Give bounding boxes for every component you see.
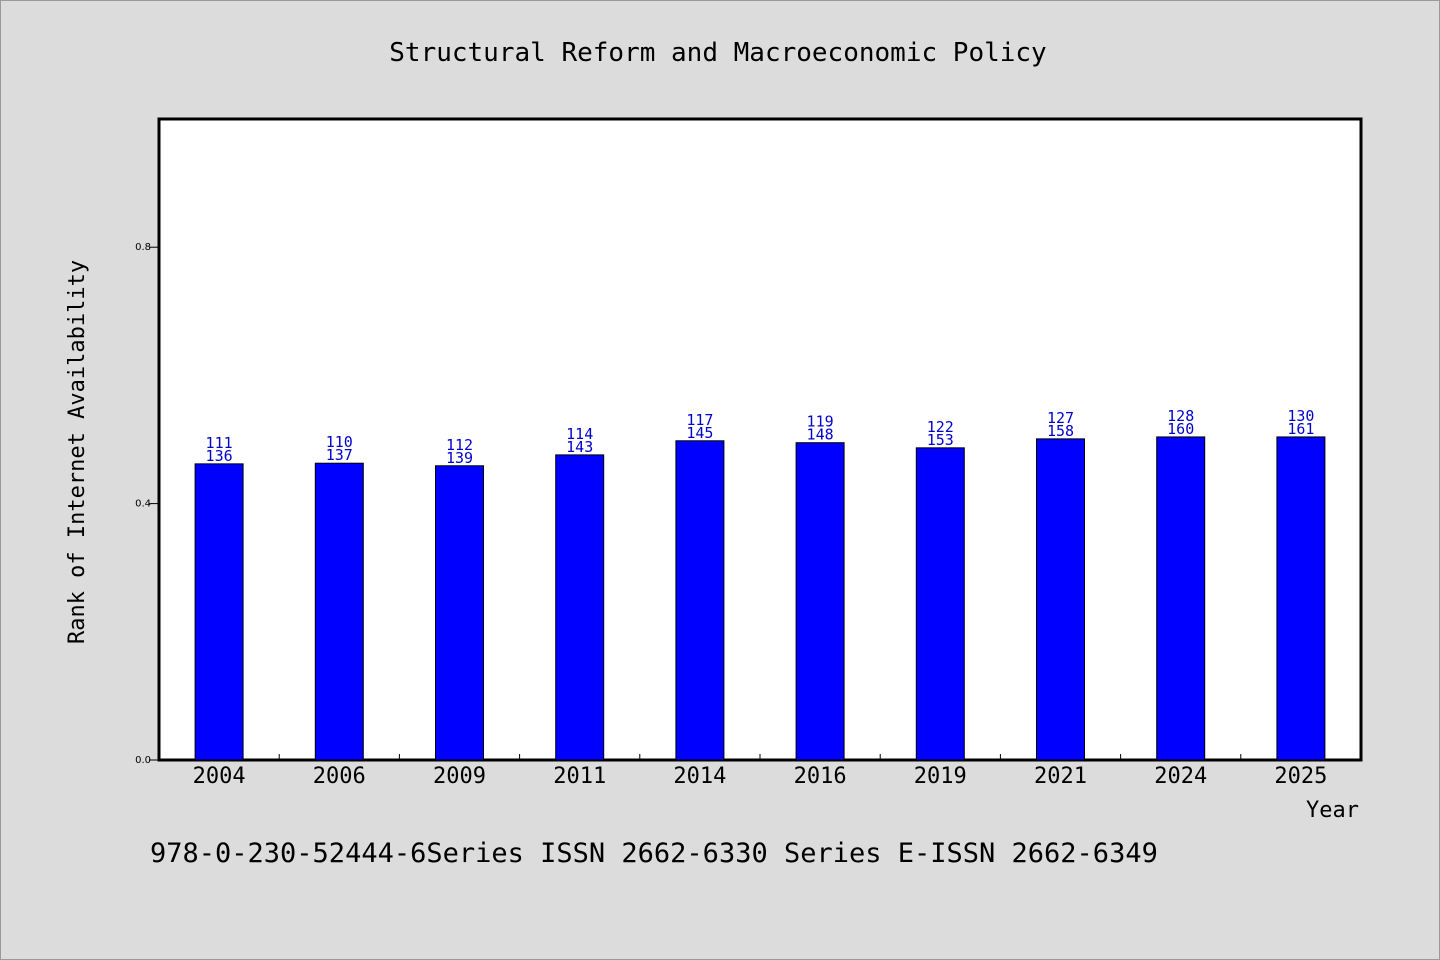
data-label-top-2019: 122 xyxy=(927,418,954,436)
chart-title: Structural Reform and Macroeconomic Poli… xyxy=(389,38,1046,68)
y-tick-label: 0.4 xyxy=(135,499,151,510)
data-label-top-2025: 130 xyxy=(1287,407,1314,425)
data-label-bottom-2004: 136 xyxy=(206,447,233,465)
x-tick-label-2019: 2019 xyxy=(914,764,967,789)
bar-2009 xyxy=(435,465,484,761)
y-axis-label: Rank of Internet Availability xyxy=(65,260,90,644)
x-tick-label-2011: 2011 xyxy=(553,764,606,789)
data-label-bottom-2016: 148 xyxy=(807,426,834,444)
y-tick-label: 0.0 xyxy=(135,755,151,766)
x-tick-label-2014: 2014 xyxy=(673,764,726,789)
data-label-bottom-2024: 160 xyxy=(1167,420,1194,438)
x-axis-label: Year xyxy=(1306,798,1359,823)
x-tick-label-2006: 2006 xyxy=(313,764,366,789)
x-tick-label-2004: 2004 xyxy=(193,764,246,789)
footer-isbn-issn: 978-0-230-52444-6Series ISSN 2662-6330 S… xyxy=(150,838,1158,869)
bar-2004 xyxy=(194,463,244,761)
data-label-top-2004: 111 xyxy=(206,434,233,452)
bar-2019 xyxy=(915,447,965,761)
bar-2014 xyxy=(675,440,725,761)
y-tick-label: 0.8 xyxy=(135,242,151,253)
bar-2011 xyxy=(555,454,605,761)
bar-2021 xyxy=(1036,438,1085,761)
data-label-top-2016: 119 xyxy=(807,413,834,431)
data-label-bottom-2021: 158 xyxy=(1047,422,1074,440)
x-tick-label-2024: 2024 xyxy=(1154,764,1207,789)
bar-2006 xyxy=(314,462,364,761)
data-label-bottom-2009: 139 xyxy=(446,449,473,467)
x-tick-label-2009: 2009 xyxy=(433,764,486,789)
data-label-top-2024: 128 xyxy=(1167,407,1194,425)
bar-series xyxy=(194,436,1326,761)
x-tick-label-2016: 2016 xyxy=(794,764,847,789)
data-label-top-2009: 112 xyxy=(446,436,473,454)
x-axis: 2004 2006 2009 2011 2014 2016 2019 2021 2024 2025 xyxy=(193,754,1327,789)
bar-2016 xyxy=(795,442,845,761)
data-label-bottom-2006: 137 xyxy=(326,446,353,464)
x-tick-label-2025: 2025 xyxy=(1274,764,1327,789)
data-label-bottom-2019: 153 xyxy=(927,431,954,449)
data-label-bottom-2011: 143 xyxy=(566,438,593,456)
data-label-bottom-2014: 145 xyxy=(686,424,713,442)
data-label-top-2021: 127 xyxy=(1047,409,1074,427)
data-label-bottom-2025: 161 xyxy=(1287,420,1314,438)
y-axis: 0.0 0.4 0.8 xyxy=(135,242,159,766)
bar-2024 xyxy=(1156,436,1206,761)
x-tick-label-2021: 2021 xyxy=(1034,764,1087,789)
data-label-top-2006: 110 xyxy=(326,433,353,451)
data-label-top-2014: 117 xyxy=(686,411,713,429)
data-label-top-2011: 114 xyxy=(566,425,593,443)
bar-2025 xyxy=(1276,436,1326,761)
